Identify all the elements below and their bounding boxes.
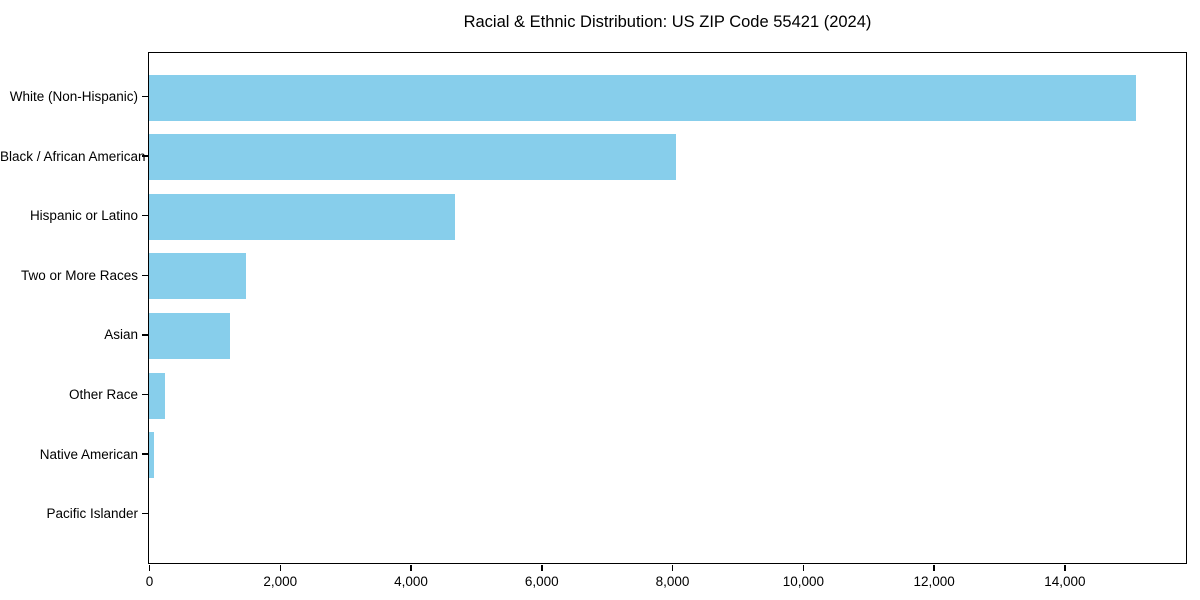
y-axis-tick (142, 274, 148, 277)
x-axis-tick-label: 10,000 (782, 574, 824, 589)
y-axis-tick (142, 95, 148, 98)
x-axis-tick-label: 6,000 (524, 574, 559, 589)
y-axis-tick (142, 453, 148, 455)
x-axis-tick (1064, 565, 1066, 571)
y-axis-category-label: Hispanic or Latino (29, 208, 138, 224)
y-axis-tick (142, 155, 148, 157)
x-axis-tick (279, 565, 282, 571)
y-axis-category-label: Black / African American (0, 148, 146, 164)
x-axis-tick (933, 565, 935, 571)
x-axis-tick-label: 12,000 (913, 574, 955, 589)
bar-two-or-more-races (149, 253, 247, 300)
x-axis-tick-label: 2,000 (263, 574, 298, 589)
y-axis-category-label: Native American (39, 446, 138, 462)
y-axis-tick (142, 214, 148, 217)
y-axis-tick (142, 512, 148, 515)
bar-black-african-american (149, 134, 676, 181)
y-axis-category-label: Two or More Races (20, 267, 138, 283)
bar-asian (149, 312, 231, 359)
bar-hispanic-or-latino (149, 193, 455, 240)
x-axis-tick-label: 14,000 (1044, 574, 1086, 589)
bar-white-non-hispanic (149, 74, 1136, 121)
y-axis-category-label: Asian (104, 327, 138, 343)
y-axis-category-label: White (Non-Hispanic) (9, 89, 138, 104)
bar-other-race (149, 372, 166, 419)
x-axis-tick (671, 565, 674, 571)
x-axis-tick (410, 565, 412, 571)
x-axis-tick-label: 8,000 (655, 574, 690, 589)
plot-area (148, 52, 1187, 564)
x-axis-tick (802, 565, 805, 571)
chart-title: Racial & Ethnic Distribution: US ZIP Cod… (463, 13, 872, 31)
y-axis-category-label: Pacific Islander (46, 506, 138, 522)
bar-native-american (149, 432, 154, 479)
x-axis-tick (148, 565, 151, 571)
y-axis-category-label: Other Race (68, 387, 138, 402)
x-axis-tick-label: 4,000 (394, 574, 428, 589)
y-axis-tick (142, 393, 148, 396)
x-axis-tick (541, 565, 543, 571)
y-axis-tick (142, 334, 148, 336)
x-axis-tick-label: 0 (145, 574, 154, 589)
